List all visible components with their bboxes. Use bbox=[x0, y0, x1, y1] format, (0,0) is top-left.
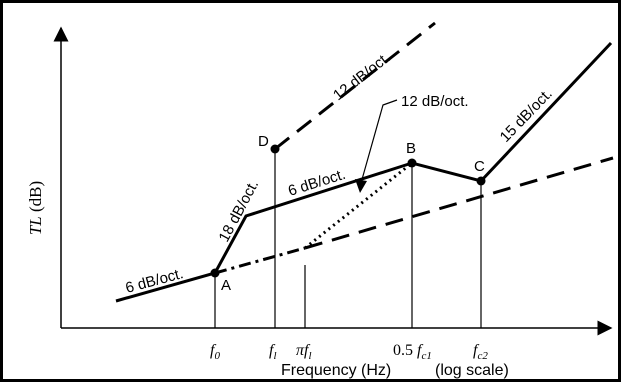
point-b-label: B bbox=[406, 140, 416, 157]
point-a-marker bbox=[210, 268, 220, 278]
tl-curve-main bbox=[115, 41, 613, 303]
x-axis-label: Frequency (Hz) bbox=[281, 362, 391, 379]
point-c-label: C bbox=[474, 158, 485, 175]
x-axis-scale-note: (log scale) bbox=[435, 362, 509, 379]
tick-pif1: πfl bbox=[296, 342, 312, 362]
tick-fc2: fc2 bbox=[473, 342, 488, 362]
y-axis-unit: (dB) bbox=[26, 181, 45, 216]
mass-law-dashdot bbox=[214, 246, 306, 275]
upper-dashed-line bbox=[274, 21, 436, 151]
slope-label-low-6: 6 dB/oct. bbox=[124, 265, 186, 297]
callout-leader-line bbox=[360, 99, 398, 184]
point-a-label: A bbox=[221, 277, 231, 294]
y-axis-label: TL (dB) bbox=[26, 181, 45, 235]
svg-text:TL (dB): TL (dB) bbox=[26, 181, 45, 235]
tick-f1: fl bbox=[269, 342, 277, 362]
point-d-label: D bbox=[258, 133, 269, 150]
slope-label-rise-18: 18 dB/oct. bbox=[216, 177, 263, 245]
transmission-loss-diagram: TL (dB) A B C D 6 dB/oct. bbox=[26, 21, 614, 379]
point-d-marker bbox=[270, 144, 280, 154]
tick-half-fc1: 0.5 fc1 bbox=[393, 342, 432, 362]
slope-label-high-15: 15 dB/oct. bbox=[497, 85, 556, 145]
slope-label-upper-12: 12 dB/oct. bbox=[330, 49, 394, 104]
point-c-marker bbox=[476, 176, 486, 186]
point-b-marker bbox=[407, 158, 417, 168]
mass-law-dashed bbox=[304, 156, 614, 250]
callout-12db-label: 12 dB/oct. bbox=[401, 93, 469, 110]
callout-arrowhead bbox=[355, 179, 367, 193]
tick-f0: f0 bbox=[210, 342, 220, 362]
